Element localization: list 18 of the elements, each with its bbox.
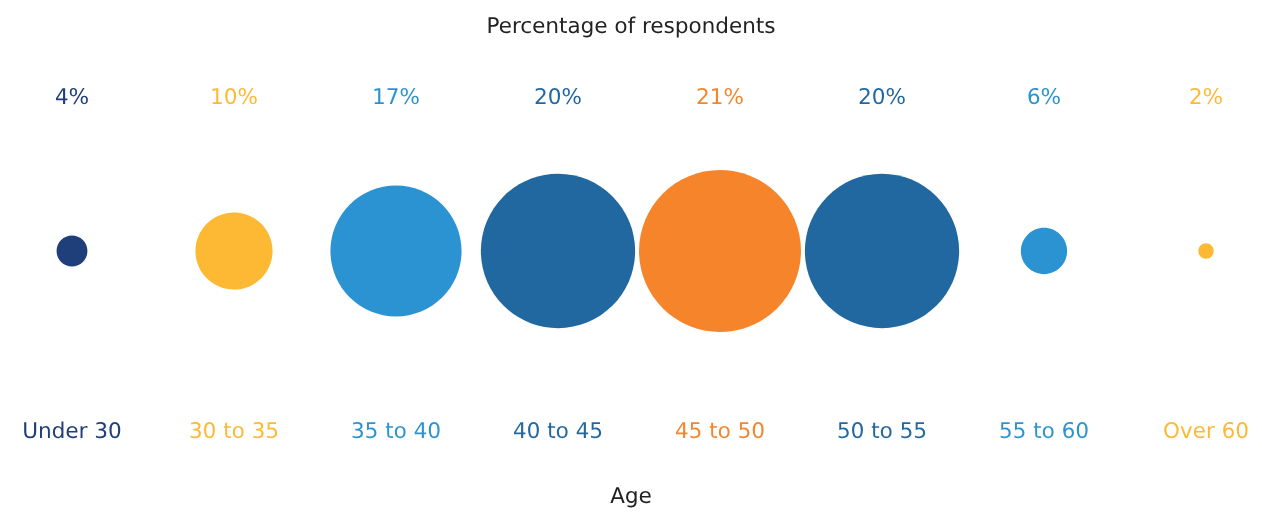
category-label: 55 to 60	[1000, 421, 1088, 439]
data-label: 20%	[535, 87, 581, 105]
data-label: 6%	[1028, 87, 1060, 105]
category-label: Over 60	[1164, 421, 1248, 439]
category-label: Under 30	[24, 421, 121, 439]
category-label: 40 to 45	[514, 421, 602, 439]
data-label: 17%	[374, 87, 419, 105]
text: Percentage of respondents	[488, 16, 775, 38]
text: Age	[610, 487, 651, 508]
data-label: 2%	[1190, 87, 1222, 105]
data-label: 10%	[212, 87, 257, 105]
category-label: 50 to 55	[838, 421, 926, 439]
category-label: 45 to 50	[676, 421, 764, 439]
category-label: 35 to 40	[352, 421, 440, 439]
data-label: 20%	[859, 87, 905, 105]
data-label: 21%	[697, 87, 743, 105]
data-label: 4%	[55, 87, 88, 105]
category-label: 30 to 35	[190, 421, 278, 439]
